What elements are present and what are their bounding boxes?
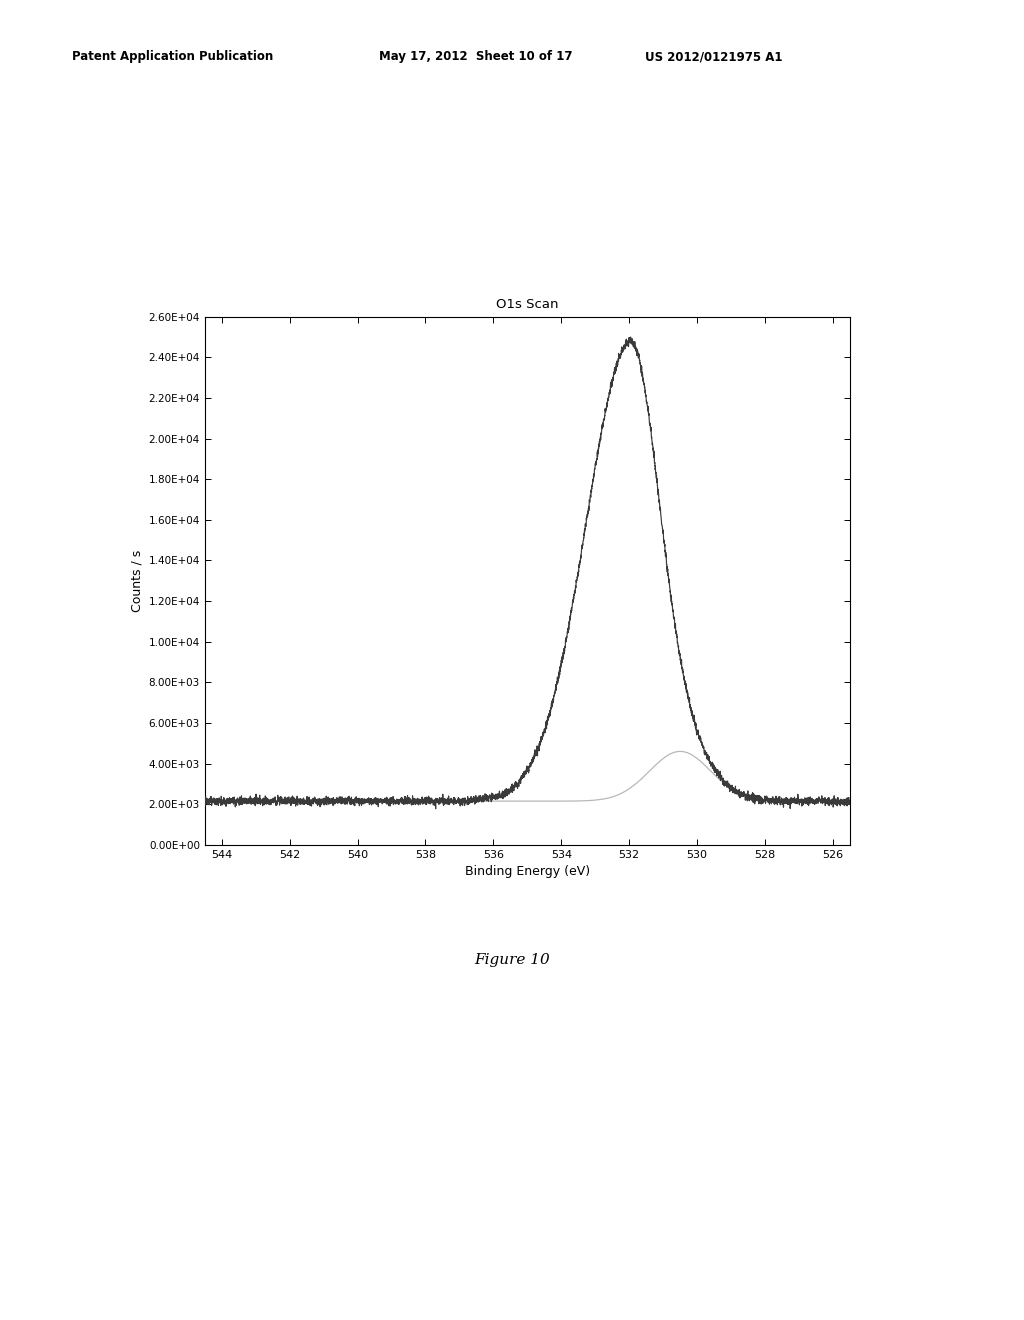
Text: May 17, 2012  Sheet 10 of 17: May 17, 2012 Sheet 10 of 17 [379,50,572,63]
Title: O1s Scan: O1s Scan [496,298,559,312]
Y-axis label: Counts / s: Counts / s [130,549,143,612]
X-axis label: Binding Energy (eV): Binding Energy (eV) [465,865,590,878]
Text: US 2012/0121975 A1: US 2012/0121975 A1 [645,50,782,63]
Text: Patent Application Publication: Patent Application Publication [72,50,273,63]
Text: Figure 10: Figure 10 [474,953,550,966]
